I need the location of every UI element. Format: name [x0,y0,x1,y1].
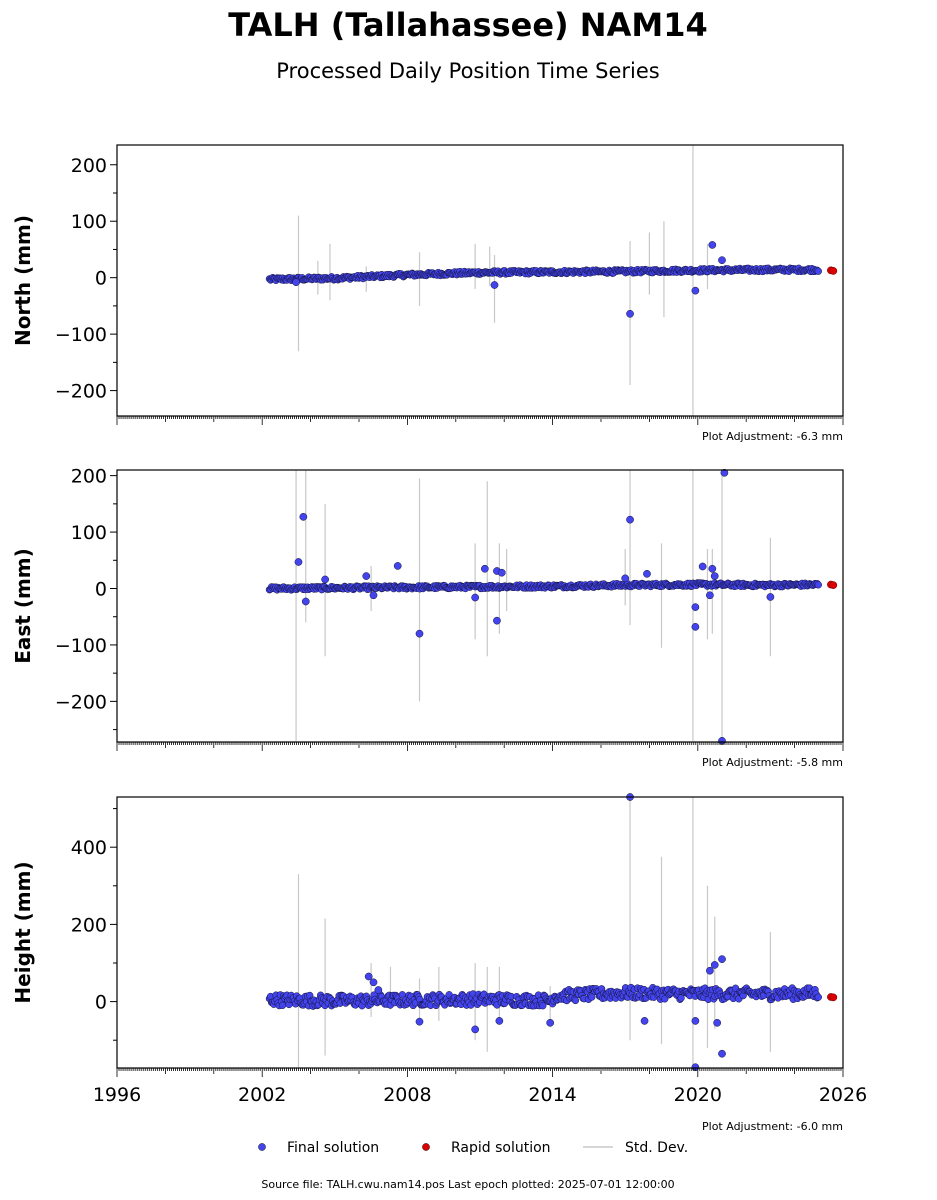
y-tick-label: 200 [71,155,107,177]
final-outlier [766,593,775,601]
y-tick-label: −200 [55,691,107,713]
final-outlier [698,562,707,571]
final-outlier [301,597,310,606]
final-outlier [493,616,501,625]
plot-adjustment-note: Plot Adjustment: -6.0 mm [702,1120,843,1133]
y-tick-label: 0 [95,268,107,290]
rapid-point [829,267,838,275]
final-outlier [643,569,651,578]
final-outlier [294,558,303,566]
legend: Final solution Rapid solution Std. Dev. [258,1140,688,1156]
final-outlier [415,629,424,638]
x-tick-label: 2020 [674,1084,722,1106]
final-point [814,993,822,1001]
final-outlier [292,278,300,287]
source-footer: Source file: TALH.cwu.nam14.pos Last epo… [261,1178,674,1191]
final-outlier [718,955,726,963]
final-point [539,1002,547,1010]
final-outlier [490,281,499,289]
x-tick-label: 2008 [383,1084,431,1106]
legend-item: Std. Dev. [583,1140,688,1156]
final-outlier [471,1025,480,1034]
panel-east: East (mm) −200 −100 0 100 200 Plot Adjustment:… [11,466,844,769]
final-outlier [708,241,717,249]
y-axis-label: Height (mm) [11,861,35,1003]
final-outlier [480,564,489,573]
y-axis-label: East (mm) [11,548,35,664]
final-outlier [299,512,308,521]
final-outlier [626,309,634,318]
rapid-point [829,581,838,589]
legend-label: Std. Dev. [625,1140,688,1156]
panel-height: Height (mm) 0 200 400 1996 2002 2008 2014 2020 20… [11,793,867,1133]
figure-subtitle: Processed Daily Position Time Series [276,59,660,83]
final-outlier [495,1017,504,1025]
final-point [571,996,580,1005]
x-tick-label: 2002 [238,1084,286,1106]
final-outlier [497,568,506,577]
final-outlier [640,1017,649,1025]
final-point [588,993,596,1001]
panels: North (mm) −200 −100 0 100 200 Plot Adjustment… [11,144,867,1133]
plot-frame [116,469,844,743]
final-outlier [691,623,700,631]
legend-marker [422,1143,430,1151]
final-point [814,581,822,589]
x-tick-label: 2014 [528,1084,576,1106]
final-outlier [415,1017,424,1026]
rapid-point [829,993,838,1002]
final-outlier [713,1018,722,1027]
y-tick-label: 200 [71,466,107,488]
final-outlier [718,1049,726,1058]
final-outlier [393,562,402,570]
final-outlier [369,978,378,987]
final-outlier [710,961,719,969]
final-outlier [471,593,480,602]
final-outlier [374,986,383,994]
plot-adjustment-note: Plot Adjustment: -6.3 mm [702,430,843,443]
final-outlier [691,1017,700,1025]
final-outlier [691,603,700,611]
plot-frame [116,796,844,1069]
final-outlier [546,1018,555,1027]
final-outlier [621,574,630,583]
y-tick-label: 100 [71,522,107,544]
y-tick-label: −100 [55,635,107,657]
x-tick-label: 2026 [819,1084,867,1106]
final-outlier [321,575,329,584]
figure-title: TALH (Tallahassee) NAM14 [228,6,707,44]
final-outlier [369,591,378,600]
legend-marker [258,1143,266,1151]
y-tick-label: 200 [71,914,107,936]
final-outlier [362,572,371,580]
final-point [278,1001,287,1010]
y-tick-label: 400 [71,837,107,859]
final-outlier [691,286,700,295]
final-outlier [720,468,729,477]
y-tick-label: −100 [55,324,107,346]
x-tick-label: 1996 [93,1084,141,1106]
final-outlier [718,256,726,265]
final-outlier [364,972,373,981]
y-axis-label: North (mm) [11,215,35,346]
y-tick-label: 0 [95,992,107,1014]
legend-label: Rapid solution [451,1140,551,1156]
panel-north: North (mm) −200 −100 0 100 200 Plot Adjustment… [11,144,844,443]
final-outlier [710,572,719,580]
final-outlier [706,966,714,975]
legend-item: Final solution [258,1140,379,1156]
y-tick-label: 100 [71,211,107,233]
legend-item: Rapid solution [422,1140,551,1156]
final-outlier [626,515,634,524]
final-outlier [706,591,714,600]
plot-frame [116,144,844,417]
y-tick-label: 0 [95,579,107,601]
final-outlier [708,564,717,573]
y-tick-label: −200 [55,381,107,403]
legend-label: Final solution [287,1140,379,1156]
final-point [814,267,822,275]
plot-adjustment-note: Plot Adjustment: -5.8 mm [702,756,843,769]
